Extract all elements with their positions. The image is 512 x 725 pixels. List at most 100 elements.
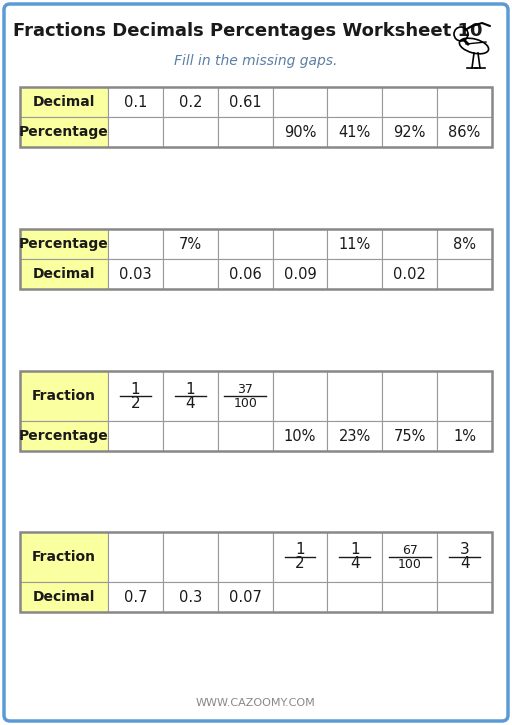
Bar xyxy=(108,371,163,421)
FancyBboxPatch shape xyxy=(4,4,508,721)
Bar xyxy=(20,532,108,582)
Bar xyxy=(382,532,437,582)
Bar xyxy=(163,371,218,421)
Text: 41%: 41% xyxy=(339,125,371,139)
Bar xyxy=(328,371,382,421)
Bar xyxy=(20,421,108,451)
Text: 4: 4 xyxy=(350,557,359,571)
Bar xyxy=(20,117,108,147)
Bar xyxy=(163,582,218,612)
Bar xyxy=(218,582,272,612)
Bar xyxy=(108,421,163,451)
Text: 37: 37 xyxy=(237,383,253,396)
Bar xyxy=(163,117,218,147)
Bar xyxy=(163,229,218,259)
Text: 0.1: 0.1 xyxy=(124,94,147,109)
Bar xyxy=(218,259,272,289)
Text: 0.03: 0.03 xyxy=(119,267,152,281)
Text: 0.2: 0.2 xyxy=(179,94,202,109)
Bar xyxy=(218,421,272,451)
Text: 8%: 8% xyxy=(453,236,476,252)
Bar xyxy=(20,371,108,421)
Bar xyxy=(108,229,163,259)
Bar xyxy=(218,117,272,147)
Bar xyxy=(328,229,382,259)
Bar xyxy=(20,87,492,147)
Text: 0.7: 0.7 xyxy=(124,589,147,605)
Bar xyxy=(218,87,272,117)
Bar xyxy=(382,582,437,612)
Bar xyxy=(328,87,382,117)
Text: 92%: 92% xyxy=(394,125,426,139)
Bar xyxy=(328,532,382,582)
Text: 1%: 1% xyxy=(453,428,476,444)
Text: Percentage: Percentage xyxy=(19,125,109,139)
Text: WWW.CAZOOMY.COM: WWW.CAZOOMY.COM xyxy=(196,698,316,708)
Bar xyxy=(272,259,328,289)
Text: 10%: 10% xyxy=(284,428,316,444)
Bar xyxy=(382,87,437,117)
Bar xyxy=(272,421,328,451)
Text: 7%: 7% xyxy=(179,236,202,252)
Text: 100: 100 xyxy=(233,397,257,410)
Bar xyxy=(108,117,163,147)
Bar xyxy=(163,259,218,289)
Bar xyxy=(272,532,328,582)
Text: 1: 1 xyxy=(185,381,195,397)
Text: 0.61: 0.61 xyxy=(229,94,262,109)
Bar xyxy=(218,371,272,421)
Bar xyxy=(328,117,382,147)
Text: Percentage: Percentage xyxy=(19,237,109,251)
Bar xyxy=(20,229,492,289)
Bar xyxy=(382,229,437,259)
Bar xyxy=(20,229,108,259)
Text: 0.06: 0.06 xyxy=(229,267,262,281)
Bar xyxy=(437,117,492,147)
Text: Fill in the missing gaps.: Fill in the missing gaps. xyxy=(174,54,338,68)
Text: 4: 4 xyxy=(460,557,470,571)
Text: Fractions Decimals Percentages Worksheet 10: Fractions Decimals Percentages Worksheet… xyxy=(13,22,483,40)
Text: 0.02: 0.02 xyxy=(393,267,426,281)
Text: Decimal: Decimal xyxy=(33,95,95,109)
Bar xyxy=(328,421,382,451)
Text: Percentage: Percentage xyxy=(19,429,109,443)
Bar xyxy=(437,229,492,259)
Bar xyxy=(20,259,108,289)
Bar xyxy=(163,87,218,117)
Bar xyxy=(20,582,108,612)
Text: 90%: 90% xyxy=(284,125,316,139)
Bar xyxy=(20,87,108,117)
Bar xyxy=(272,582,328,612)
Text: 3: 3 xyxy=(460,542,470,558)
Text: 2: 2 xyxy=(131,396,140,410)
Bar xyxy=(382,117,437,147)
Bar xyxy=(108,582,163,612)
Text: 86%: 86% xyxy=(449,125,481,139)
Text: 0.07: 0.07 xyxy=(229,589,262,605)
Bar xyxy=(437,371,492,421)
Text: 0.09: 0.09 xyxy=(284,267,316,281)
Text: 1: 1 xyxy=(131,381,140,397)
Text: 0.3: 0.3 xyxy=(179,589,202,605)
Bar xyxy=(272,117,328,147)
Bar xyxy=(437,87,492,117)
Bar xyxy=(20,371,492,451)
Text: 67: 67 xyxy=(402,544,418,557)
Bar xyxy=(328,582,382,612)
Bar xyxy=(272,87,328,117)
Text: Decimal: Decimal xyxy=(33,590,95,604)
Bar xyxy=(108,532,163,582)
Text: 2: 2 xyxy=(295,557,305,571)
Bar xyxy=(382,421,437,451)
Text: 11%: 11% xyxy=(339,236,371,252)
Bar xyxy=(218,229,272,259)
Bar xyxy=(437,582,492,612)
Text: 75%: 75% xyxy=(394,428,426,444)
Text: 23%: 23% xyxy=(339,428,371,444)
Bar xyxy=(218,532,272,582)
Text: Fraction: Fraction xyxy=(32,550,96,564)
Bar xyxy=(437,532,492,582)
Text: Decimal: Decimal xyxy=(33,267,95,281)
Text: 1: 1 xyxy=(295,542,305,558)
Text: 1: 1 xyxy=(350,542,359,558)
